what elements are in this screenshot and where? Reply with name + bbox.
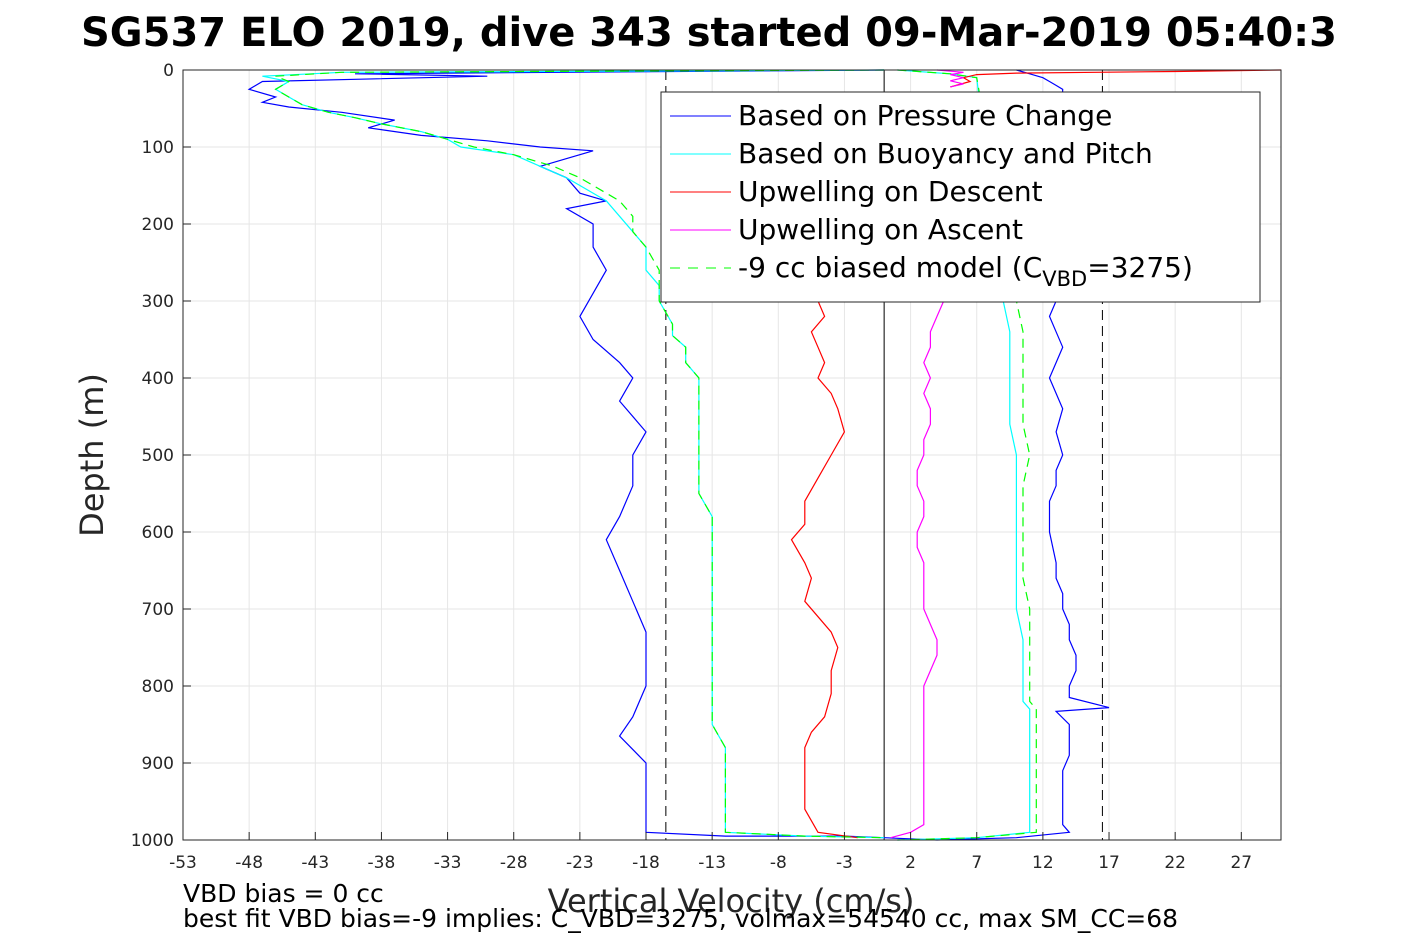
x-tick-label: -28	[500, 853, 528, 873]
legend-label-buoyancy: Based on Buoyancy and Pitch	[738, 137, 1153, 170]
y-tick-label: 600	[142, 523, 174, 543]
series-line	[790, 300, 858, 839]
legend: Based on Pressure Change Based on Buoyan…	[660, 91, 1261, 303]
x-tick-label: 17	[1098, 853, 1120, 873]
x-tick-label: -8	[770, 853, 787, 873]
legend-label-model-sub: VBD	[1042, 267, 1087, 291]
series-line	[897, 69, 1037, 841]
series-line	[950, 69, 1282, 88]
x-tick-label: 2	[905, 853, 916, 873]
x-tick-label: -18	[632, 853, 660, 873]
chart-title: SG537 ELO 2019, dive 343 started 09-Mar-…	[81, 10, 1337, 56]
x-tick-label: 7	[971, 853, 982, 873]
x-axis-ticks: -53 -48 -43 -38 -33 -28 -23 -18 -13 -8 -3 2 7 12 17 22 2…	[169, 832, 1252, 873]
series-line	[890, 300, 945, 839]
y-tick-label: 0	[163, 61, 174, 81]
x-tick-label: -13	[698, 853, 726, 873]
y-tick-label: 500	[142, 446, 174, 466]
legend-label-model-main: -9 cc biased model (C	[738, 251, 1042, 284]
series-line	[936, 69, 964, 88]
vbd-bias-note: VBD bias = 0 cc	[183, 879, 384, 908]
x-tick-label: -48	[235, 853, 263, 873]
y-tick-label: 400	[142, 369, 174, 389]
x-tick-label: 27	[1230, 853, 1252, 873]
y-axis-ticks: 0 100 200 300 400 500 600 700 800 900 1000	[131, 61, 191, 851]
x-tick-label: -33	[434, 853, 462, 873]
series-line	[897, 69, 1031, 841]
legend-label-model: -9 cc biased model (CVBD=3275)	[738, 251, 1193, 291]
x-axis-label: Vertical Velocity (cm/s)	[548, 882, 915, 920]
x-tick-label: -38	[368, 853, 396, 873]
legend-box	[660, 91, 1261, 303]
x-tick-label: -53	[169, 853, 197, 873]
legend-label-ascent: Upwelling on Ascent	[738, 213, 1023, 246]
x-tick-label: -23	[566, 853, 594, 873]
y-axis-label: Depth (m)	[73, 373, 111, 537]
y-tick-label: 700	[142, 600, 174, 620]
legend-label-descent: Upwelling on Descent	[738, 175, 1043, 208]
y-tick-label: 800	[142, 677, 174, 697]
x-tick-label: 22	[1164, 853, 1186, 873]
legend-label-model-tail: =3275)	[1087, 251, 1193, 284]
y-tick-label: 100	[142, 138, 174, 158]
series-line	[936, 69, 1110, 841]
y-tick-label: 900	[142, 754, 174, 774]
y-tick-label: 1000	[131, 831, 174, 851]
x-tick-label: -43	[301, 853, 329, 873]
x-tick-label: -3	[836, 853, 853, 873]
legend-label-pressure: Based on Pressure Change	[738, 99, 1112, 132]
x-tick-label: 12	[1032, 853, 1054, 873]
y-tick-label: 300	[142, 292, 174, 312]
y-tick-label: 200	[142, 215, 174, 235]
data-series	[247, 69, 1282, 841]
series-line	[247, 69, 938, 841]
series-line	[274, 69, 885, 839]
best-fit-note: best fit VBD bias=-9 implies: C_VBD=3275…	[183, 904, 1178, 933]
